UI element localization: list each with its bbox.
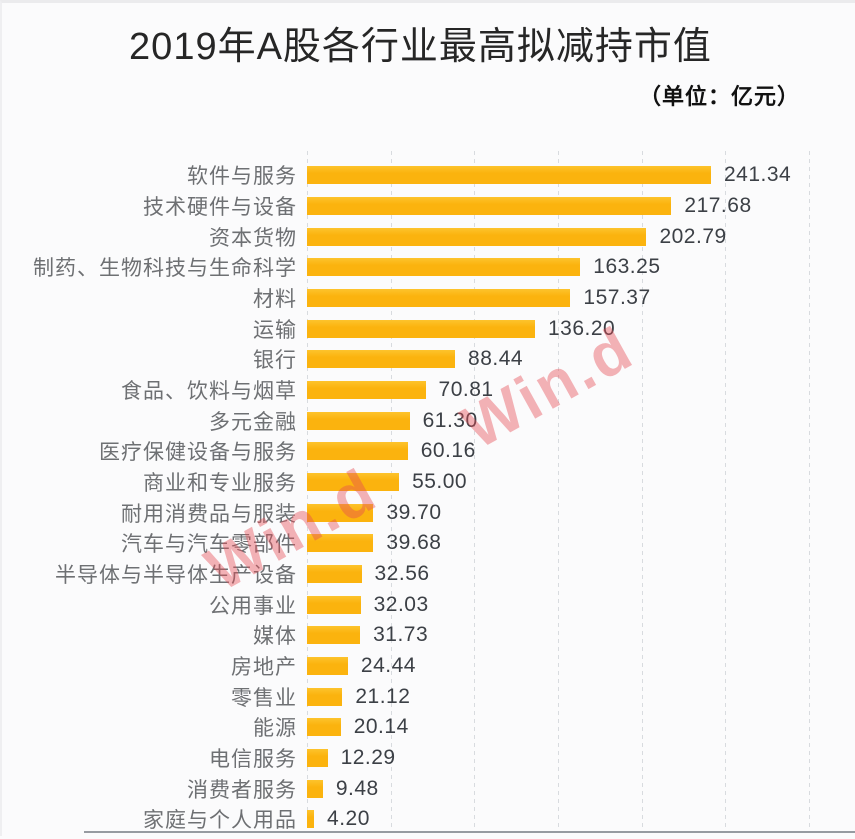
bar <box>307 503 374 522</box>
bar <box>307 350 456 369</box>
gridline <box>809 151 811 831</box>
bar-row: 资本货物 202.79 <box>2 221 855 252</box>
bar-row: 技术硬件与设备 217.68 <box>2 191 855 222</box>
bar-row: 能源 20.14 <box>2 712 855 743</box>
value-label: 4.20 <box>327 807 370 831</box>
value-label: 88.44 <box>468 347 524 371</box>
category-label: 银行 <box>253 349 297 373</box>
bar-row: 耐用消费品与服装 39.70 <box>2 497 855 528</box>
bar-row: 材料 157.37 <box>2 283 855 314</box>
gridline <box>725 151 727 831</box>
value-label: 31.73 <box>373 623 429 647</box>
bar-row: 零售业 21.12 <box>2 681 855 712</box>
bar-row: 医疗保健设备与服务 60.16 <box>2 436 855 467</box>
bar-row: 电信服务 12.29 <box>2 743 855 774</box>
bar <box>307 319 535 338</box>
value-label: 12.29 <box>340 746 396 770</box>
bar-row: 多元金融 61.30 <box>2 405 855 436</box>
bar-row: 公用事业 32.03 <box>2 589 855 620</box>
bar-row: 食品、饮料与烟草 70.81 <box>2 375 855 406</box>
bar <box>307 779 323 798</box>
value-label: 136.20 <box>547 316 616 340</box>
bar-row: 媒体 31.73 <box>2 620 855 651</box>
bar <box>307 626 361 645</box>
category-label: 运输 <box>253 318 297 342</box>
bar-row: 汽车与汽车零部件 39.68 <box>2 528 855 559</box>
category-label: 制药、生物科技与生命科学 <box>33 257 297 281</box>
category-label: 医疗保健设备与服务 <box>99 441 297 465</box>
category-label: 公用事业 <box>209 594 297 618</box>
bar-row: 房地产 24.44 <box>2 651 855 682</box>
unit-label: （单位：亿元） <box>638 84 800 109</box>
value-label: 70.81 <box>438 378 494 402</box>
value-label: 32.56 <box>374 562 430 586</box>
bar <box>307 534 374 553</box>
category-label: 能源 <box>253 717 297 741</box>
gridline <box>641 151 643 831</box>
bar <box>307 810 315 829</box>
value-label: 32.03 <box>373 592 429 616</box>
gridline <box>474 151 476 831</box>
bar <box>307 595 361 614</box>
bar-rows: 软件与服务 241.34 技术硬件与设备 217.68 资本货物 202.79 制药、生物科… <box>2 160 855 835</box>
category-label: 媒体 <box>253 625 297 649</box>
bar <box>307 718 341 737</box>
category-label: 食品、饮料与烟草 <box>121 380 297 404</box>
value-label: 241.34 <box>724 163 792 187</box>
category-label: 耐用消费品与服装 <box>121 502 297 526</box>
bar <box>307 749 328 768</box>
bar-row: 银行 88.44 <box>2 344 855 375</box>
value-label: 21.12 <box>355 684 411 708</box>
value-label: 55.00 <box>412 470 468 494</box>
bar-row: 半导体与半导体生产设备 32.56 <box>2 559 855 590</box>
value-label: 202.79 <box>659 224 727 248</box>
category-label: 汽车与汽车零部件 <box>121 533 297 557</box>
chart-title: 2019年A股各行业最高拟减持市值 <box>129 26 712 68</box>
value-label: 20.14 <box>353 715 409 739</box>
value-label: 24.44 <box>360 654 416 678</box>
category-label: 技术硬件与设备 <box>143 196 297 219</box>
bar <box>307 565 362 584</box>
bar-row: 制药、生物科技与生命科学 163.25 <box>2 252 855 283</box>
category-label: 家庭与个人用品 <box>143 809 297 833</box>
value-label: 39.70 <box>386 500 442 524</box>
value-label: 157.37 <box>583 286 651 310</box>
value-label: 60.16 <box>420 439 476 463</box>
bar <box>307 289 571 308</box>
gridline <box>558 151 560 831</box>
value-label: 163.25 <box>593 255 661 279</box>
category-label: 消费者服务 <box>187 778 297 802</box>
bar-row: 商业和专业服务 55.00 <box>2 467 855 498</box>
plot-area: 软件与服务 241.34 技术硬件与设备 217.68 资本货物 202.79 制药、生物科… <box>2 3 855 839</box>
bar-row: 软件与服务 241.34 <box>2 160 855 191</box>
bar-row: 运输 136.20 <box>2 313 855 344</box>
bar <box>307 258 581 277</box>
bar <box>307 197 672 215</box>
category-label: 电信服务 <box>209 748 297 772</box>
bar <box>307 687 343 706</box>
bar-row: 家庭与个人用品 4.20 <box>2 804 855 835</box>
bar <box>307 227 647 246</box>
bar <box>307 166 711 185</box>
category-label: 半导体与半导体生产设备 <box>55 564 297 588</box>
category-label: 材料 <box>253 288 297 312</box>
bar <box>307 411 410 430</box>
x-axis-line <box>84 831 855 833</box>
bar <box>307 381 426 400</box>
bar <box>307 657 348 676</box>
category-label: 零售业 <box>231 686 297 710</box>
value-label: 61.30 <box>422 408 478 432</box>
value-label: 39.68 <box>386 531 442 555</box>
category-label: 软件与服务 <box>187 165 297 189</box>
bar <box>307 442 408 461</box>
category-label: 多元金融 <box>209 410 297 434</box>
value-label: 217.68 <box>684 194 752 217</box>
category-label: 房地产 <box>231 656 297 680</box>
bar-row: 消费者服务 9.48 <box>2 773 855 804</box>
category-label: 资本货物 <box>209 226 297 250</box>
category-label: 商业和专业服务 <box>143 472 297 496</box>
value-label: 9.48 <box>335 776 379 800</box>
bar <box>307 473 400 492</box>
